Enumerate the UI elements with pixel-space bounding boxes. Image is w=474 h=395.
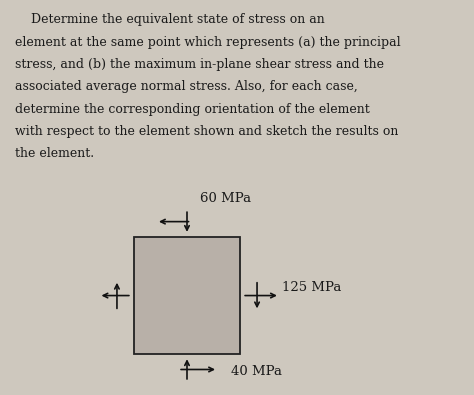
Text: with respect to the element shown and sketch the results on: with respect to the element shown and sk… bbox=[15, 125, 398, 138]
Text: stress, and (b) the maximum in-plane shear stress and the: stress, and (b) the maximum in-plane she… bbox=[15, 58, 383, 71]
Text: associated average normal stress. Also, for each case,: associated average normal stress. Also, … bbox=[15, 80, 357, 93]
Text: 40 MPa: 40 MPa bbox=[231, 365, 282, 378]
Text: determine the corresponding orientation of the element: determine the corresponding orientation … bbox=[15, 103, 369, 116]
Text: 60 MPa: 60 MPa bbox=[200, 192, 251, 205]
Bar bbox=[134, 237, 240, 354]
Text: the element.: the element. bbox=[15, 147, 94, 160]
Text: Determine the equivalent state of stress on an: Determine the equivalent state of stress… bbox=[15, 13, 324, 26]
Text: 125 MPa: 125 MPa bbox=[282, 280, 341, 293]
Text: element at the same point which represents (a) the principal: element at the same point which represen… bbox=[15, 36, 400, 49]
